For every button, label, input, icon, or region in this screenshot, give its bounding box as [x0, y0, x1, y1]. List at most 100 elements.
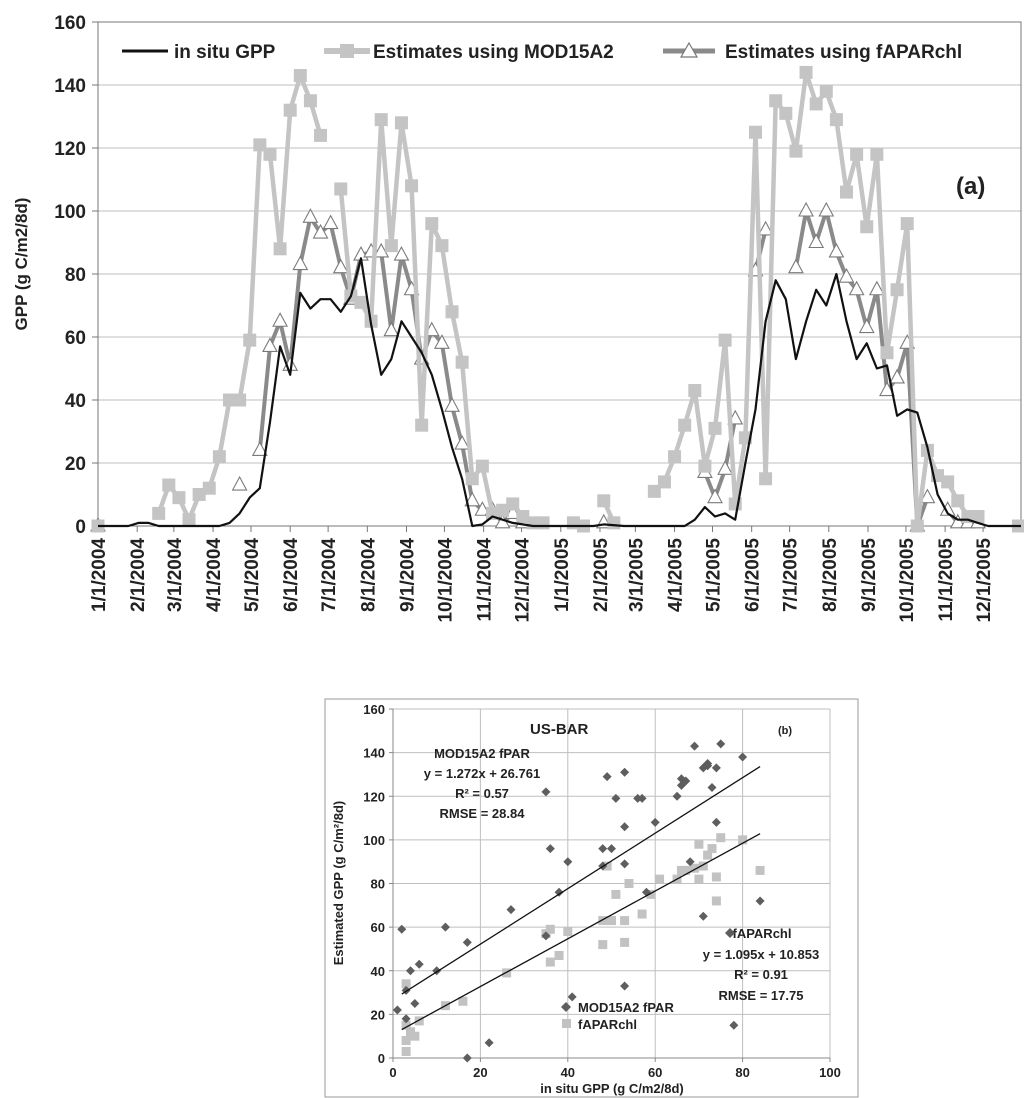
- fapar-scatter-point: [545, 924, 555, 934]
- fapar-point: [444, 397, 460, 412]
- mod15a2-scatter-point: [611, 793, 621, 803]
- mod15a2-point: [374, 113, 388, 127]
- fapar-scatter-point: [698, 861, 708, 871]
- fapar-scatter-point: [620, 916, 630, 926]
- fapar-point: [868, 280, 885, 296]
- mod15a2-point: [415, 418, 429, 432]
- a-x-tick-label: 4/1/2004: [204, 538, 225, 612]
- mod15a2-scatter-point: [392, 1005, 402, 1015]
- mod15a2-point: [394, 116, 408, 130]
- a-y-tick-label: 160: [54, 13, 86, 34]
- a-x-tick-label: 2/1/2005: [591, 538, 612, 612]
- b-x-tick-label: 20: [473, 1065, 487, 1080]
- fapar-scatter-point: [694, 874, 704, 884]
- a-x-tick-label: 9/1/2005: [859, 538, 880, 612]
- fapar-scatter-point: [458, 996, 468, 1006]
- b-points-group: [392, 739, 765, 1063]
- fapar-point: [828, 242, 845, 258]
- mod15a2-point: [759, 472, 773, 486]
- fapar-scatter-point: [554, 950, 564, 960]
- mod15a2-scatter-point: [541, 931, 551, 941]
- mod15a2-scatter-point: [698, 911, 708, 921]
- fapar-scatter-point: [707, 844, 717, 854]
- b-y-tick-label: 20: [371, 1007, 385, 1022]
- fapar-scatter-point: [637, 909, 647, 919]
- fapar-point: [808, 233, 825, 249]
- mod15a2-point: [253, 138, 267, 152]
- fapar-point: [798, 201, 814, 217]
- mod15a2-scatter-point: [554, 887, 564, 897]
- b-y-tick-label: 40: [371, 964, 385, 979]
- fapar-point: [454, 434, 471, 450]
- a-x-tick-label: 7/1/2005: [781, 538, 802, 612]
- mod15a2-point: [172, 491, 186, 505]
- fapar-point: [373, 242, 390, 258]
- fapar-scatter-point: [401, 1036, 411, 1046]
- fapar-point: [433, 334, 450, 349]
- a-y-tick-label: 140: [54, 76, 86, 97]
- fapar-scatter-point: [620, 937, 630, 947]
- fapar-scatter-point: [694, 839, 704, 849]
- mod15a2-point: [152, 506, 166, 520]
- a-y-tick-label: 60: [65, 328, 86, 349]
- fapar-scatter-point: [755, 865, 765, 875]
- b-chart-title: US-BAR: [530, 721, 588, 738]
- fapar-point: [848, 280, 865, 296]
- b-x-tick-label: 100: [819, 1065, 841, 1080]
- a-x-tick-label: 6/1/2004: [281, 538, 302, 612]
- fapar-point: [322, 214, 339, 230]
- b-y-tick-label: 60: [371, 920, 385, 935]
- mod15a2-scatter-point: [637, 793, 647, 803]
- b-y-tick-label: 100: [363, 833, 385, 848]
- fapar-scatter-point: [716, 833, 726, 843]
- mod15a2-scatter-point: [711, 817, 721, 827]
- b-gridlines: [393, 708, 831, 1058]
- a-x-tick-label: 12/1/2004: [513, 538, 534, 623]
- mod15a2-scatter-point: [681, 776, 691, 786]
- b-y-tick-label: 140: [363, 746, 385, 761]
- fapar-point: [858, 318, 875, 334]
- a-legend: in situ GPP Estimates using MOD15A2 Esti…: [122, 41, 962, 63]
- mod15a2-point: [405, 179, 419, 193]
- mod15a2-scatter-point: [414, 959, 424, 969]
- legend-mod15a2-label: Estimates using MOD15A2: [373, 42, 614, 63]
- fapar-scatter-point: [598, 940, 608, 950]
- fapar-scatter-point: [738, 835, 748, 845]
- a-x-tick-label: 8/1/2004: [358, 538, 379, 612]
- mod15a2-point: [182, 513, 196, 527]
- a-panel-label: (a): [956, 173, 985, 200]
- mod15a2-scatter-point: [602, 772, 612, 782]
- mod15a2-point: [789, 144, 803, 158]
- a-x-tick-label: 11/1/2004: [475, 538, 496, 622]
- a-x-tick-label: 12/1/2005: [974, 538, 995, 623]
- legend-fapar-label: Estimates using fAPARchl: [725, 42, 962, 63]
- a-x-tick-label: 2/1/2004: [128, 538, 149, 612]
- b-y-tick-label: 80: [371, 877, 385, 892]
- mod15a2-point: [455, 355, 469, 369]
- fapar-annot-diamond: [725, 928, 735, 938]
- mod15a2-trendline: [401, 766, 761, 995]
- b-legend: MOD15A2 fPAR fAPARchl: [561, 1000, 674, 1032]
- a-x-tick-label: 8/1/2005: [820, 538, 841, 612]
- fapar-point: [383, 321, 400, 337]
- mod15a2-point: [941, 475, 955, 489]
- fapar-scatter-point: [711, 896, 721, 906]
- fapar-scatter-point: [401, 1046, 411, 1056]
- mod15a2-scatter-point: [506, 905, 516, 915]
- mod15a2-point: [668, 450, 682, 464]
- mod15a2-scatter-point: [462, 937, 472, 947]
- a-x-tick-label: 9/1/2004: [398, 538, 419, 612]
- fapar-fit-annotation: fAPARchl y = 1.095x + 10.853 R² = 0.91 R…: [703, 926, 819, 1003]
- fapar-annot-r2: R² = 0.91: [734, 967, 788, 982]
- b-y-ticks: 0 20 40 60 80 100 120 140 160: [363, 702, 393, 1066]
- fapar-point: [879, 381, 895, 397]
- b-x-ticks: 0 20 40 60 80 100: [389, 1058, 841, 1080]
- mod15a2-point: [293, 69, 307, 83]
- mod15a2-scatter-point: [716, 739, 726, 749]
- time-series-chart: 0 20 40 60 80 100 120 140 160 1/1/2004 2/1/2004 3/…: [12, 13, 1024, 623]
- mod15a2-point: [506, 497, 520, 511]
- fapar-point: [302, 208, 319, 223]
- mod15a2-point: [718, 333, 732, 347]
- fapar-point: [332, 258, 349, 274]
- fapar-scatter-point: [655, 874, 665, 884]
